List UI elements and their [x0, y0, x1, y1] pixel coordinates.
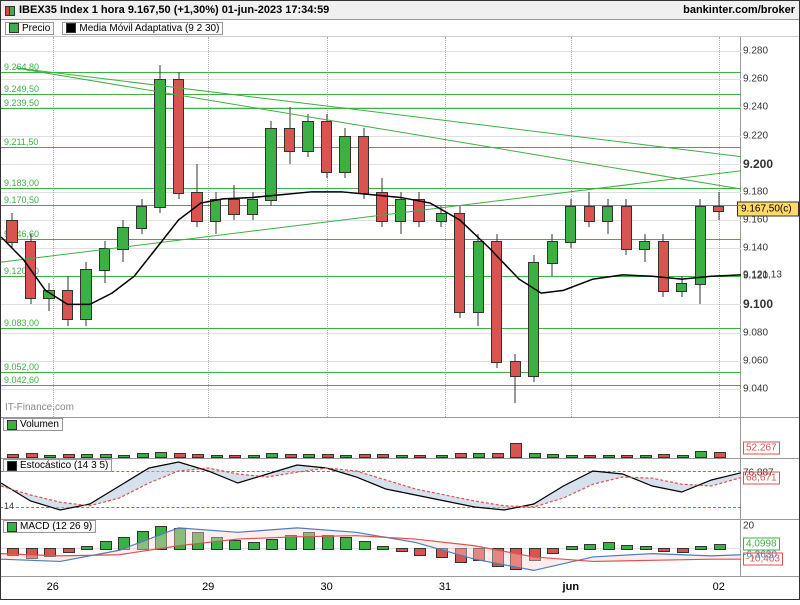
- legend-row: Precio Media Móvil Adaptativa (9 2 30): [1, 20, 799, 37]
- volume-panel[interactable]: Volumen 52.267: [1, 417, 799, 458]
- broker-label: bankinter.com/broker: [683, 4, 795, 16]
- stochastic-label: Estocástico (14 3 5): [3, 459, 112, 472]
- macd-y-axis: 204,0998-6,3630-10,463: [740, 520, 799, 576]
- price-panel[interactable]: 9.0409.0609.0809.1009.1209.1409.1609.180…: [1, 37, 799, 417]
- chart-title: IBEX35 Index 1 hora 9.167,50 (+1,30%) 01…: [19, 4, 329, 16]
- volume-y-axis: 52.267: [740, 418, 799, 458]
- chart-header: IBEX35 Index 1 hora 9.167,50 (+1,30%) 01…: [1, 1, 799, 20]
- legend-price: Precio: [5, 22, 54, 35]
- stochastic-y-axis: 76,88768,671: [740, 459, 799, 519]
- legend-ma: Media Móvil Adaptativa (9 2 30): [62, 22, 223, 35]
- macd-label: MACD (12 26 9): [3, 520, 96, 533]
- legend-price-swatch: [9, 23, 19, 33]
- candle-icon: [5, 4, 15, 16]
- stochastic-panel[interactable]: Estocástico (14 3 5) 76,88768,671 14: [1, 458, 799, 519]
- chart-container: IBEX35 Index 1 hora 9.167,50 (+1,30%) 01…: [0, 0, 800, 600]
- macd-panel[interactable]: MACD (12 26 9) 204,0998-6,3630-10,463: [1, 519, 799, 576]
- legend-ma-swatch: [66, 23, 76, 33]
- x-axis: 26293031jun02: [1, 576, 799, 605]
- volume-label: Volumen: [3, 418, 63, 431]
- price-y-axis: 9.0409.0609.0809.1009.1209.1409.1609.180…: [740, 37, 799, 417]
